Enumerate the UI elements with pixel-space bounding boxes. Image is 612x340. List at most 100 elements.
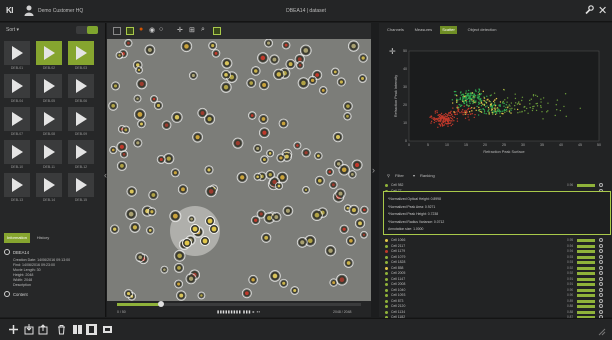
tab-channels[interactable]: Channels — [387, 27, 404, 32]
movie-thumbnail[interactable] — [68, 41, 94, 65]
movie-thumbnail[interactable] — [68, 140, 94, 164]
cell-toggle-icon[interactable] — [599, 183, 603, 187]
cell-toggle-icon[interactable] — [599, 304, 603, 308]
cell-row[interactable]: Cell 1179 0.94 — [383, 249, 611, 255]
cell-toggle-icon[interactable] — [599, 249, 603, 253]
cell-row[interactable]: Cell 1134 0.88 — [383, 309, 611, 316]
tab-object-detection[interactable]: Object detection — [467, 27, 497, 32]
dot-icon[interactable]: ◉ — [149, 27, 156, 34]
movie-thumbnail[interactable] — [36, 140, 62, 164]
cell-toggle-icon[interactable] — [599, 309, 603, 314]
view-toggle-active[interactable] — [87, 26, 98, 34]
scatter-point — [472, 100, 475, 102]
wrench-icon[interactable] — [584, 5, 594, 15]
movie-thumbnail[interactable] — [4, 173, 30, 197]
expand-arrow-icon[interactable]: › — [372, 165, 375, 175]
cell-color-icon — [385, 305, 388, 308]
grid-view-icon[interactable] — [86, 324, 97, 335]
list-view-icon[interactable] — [72, 324, 83, 335]
cell-toggle-icon[interactable] — [599, 276, 603, 281]
scale-tool[interactable] — [126, 27, 134, 35]
record-icon[interactable]: ● — [139, 26, 144, 33]
timeline-track[interactable] — [117, 303, 361, 306]
movie-thumbnail[interactable] — [36, 173, 62, 197]
cell-blob — [302, 186, 310, 194]
cell-row[interactable]: Cell 2120 0.88 — [383, 304, 611, 310]
movie-thumbnail[interactable] — [4, 41, 30, 65]
cell-toggle-icon[interactable] — [599, 271, 603, 275]
cell-toggle-icon[interactable] — [599, 254, 603, 259]
cell-toggle-icon[interactable] — [599, 293, 603, 297]
import-icon[interactable] — [24, 324, 35, 335]
cell-row[interactable]: Cell 2117 0.94 — [383, 243, 611, 250]
collapse-arrow-icon[interactable]: ‹ — [104, 170, 107, 180]
cell-row[interactable]: Cell 1079 0.93 — [383, 254, 611, 261]
close-icon[interactable]: ✕ — [598, 5, 608, 17]
zoom-icon[interactable]: ⌕ — [201, 26, 205, 33]
scatter-point — [483, 110, 486, 112]
cell-row[interactable]: Cell 1040 0.90 — [383, 287, 611, 294]
expand-icon[interactable] — [4, 249, 10, 255]
score-bar — [577, 294, 595, 297]
filter-button[interactable]: Filter — [395, 173, 404, 178]
ranking-button[interactable]: Ranking — [420, 173, 435, 178]
tab-measures[interactable]: Measures — [414, 27, 433, 32]
sort-dropdown[interactable]: Sort ▾ — [6, 27, 20, 33]
movie-thumbnail[interactable] — [4, 74, 30, 98]
cell-toggle-icon[interactable] — [599, 282, 603, 286]
scatter-point — [467, 113, 469, 116]
cell-toggle-icon[interactable] — [599, 298, 603, 303]
scatter-point — [519, 103, 521, 105]
movie-thumbnail[interactable] — [36, 41, 62, 65]
ring-icon[interactable]: ○ — [159, 26, 164, 33]
movie-thumbnail[interactable] — [36, 74, 62, 98]
crosshair-icon[interactable]: ✛ — [177, 27, 183, 34]
cell-toggle-icon[interactable] — [599, 260, 603, 264]
cell-row[interactable]: Cell 982 0.96 — [383, 183, 611, 189]
trash-icon[interactable] — [56, 324, 67, 335]
user-icon[interactable] — [24, 5, 34, 16]
cell-toggle-icon[interactable] — [599, 243, 603, 248]
cell-row[interactable]: Cell 1147 0.91 — [383, 276, 611, 283]
scatter-point — [449, 112, 452, 114]
cell-blob — [232, 137, 244, 149]
movie-thumbnail[interactable] — [4, 107, 30, 131]
select-tool[interactable] — [113, 27, 121, 35]
cell-row[interactable]: Cell 873 0.89 — [383, 298, 611, 305]
movie-thumbnail[interactable] — [68, 107, 94, 131]
cell-toggle-icon[interactable] — [599, 265, 603, 270]
cell-toggle-icon[interactable] — [599, 287, 603, 292]
scatter-point — [457, 110, 460, 113]
export-icon[interactable] — [38, 324, 49, 335]
movie-thumbnail[interactable] — [36, 107, 62, 131]
expand-icon[interactable] — [4, 291, 10, 297]
customer-name[interactable]: Demo Customer HQ — [38, 8, 84, 14]
tab-information[interactable]: Information — [4, 233, 30, 243]
overlay-tool[interactable] — [213, 27, 221, 35]
cell-row[interactable]: Cell 2005 0.92 — [383, 271, 611, 277]
compare-icon[interactable] — [102, 324, 113, 335]
microscopy-image[interactable] — [107, 39, 371, 301]
tab-scatter[interactable]: Scatter — [440, 26, 457, 34]
resize-grip-icon[interactable] — [598, 328, 606, 336]
funnel-icon[interactable]: ⚲ — [387, 173, 390, 178]
movie-thumbnail[interactable] — [68, 173, 94, 197]
cell-blob — [319, 86, 328, 95]
cell-row[interactable]: Cell 1828 0.93 — [383, 260, 611, 266]
movie-thumbnail[interactable] — [4, 140, 30, 164]
cell-toggle-icon[interactable] — [599, 238, 603, 242]
chevron-down-icon[interactable]: ▾ — [413, 173, 416, 178]
cell-row[interactable]: Cell 1093 0.90 — [383, 293, 611, 299]
scatter-chart[interactable]: 0 5 10 15 20 25 30 35 40 45 50 0 10 20 30 40 50 Refractio… — [387, 43, 607, 167]
timeline-knob[interactable] — [157, 301, 164, 307]
cell-row[interactable]: Cell 2008 0.91 — [383, 282, 611, 288]
movie-thumbnail[interactable] — [68, 74, 94, 98]
playback-controls[interactable]: ▮▮▮▮▮▮▮▮▮ ▮▮▮ ▸ ▪▪ — [217, 309, 261, 314]
cell-row[interactable]: Cell 858 0.92 — [383, 265, 611, 272]
cell-blob — [360, 230, 368, 239]
grid-icon[interactable]: ⊞ — [189, 27, 195, 34]
tab-history[interactable]: History — [36, 235, 50, 240]
cell-row[interactable]: Cell 1066 0.95 — [383, 238, 611, 244]
add-icon[interactable] — [8, 324, 19, 335]
crosshair-icon[interactable]: ✛ — [389, 47, 396, 56]
